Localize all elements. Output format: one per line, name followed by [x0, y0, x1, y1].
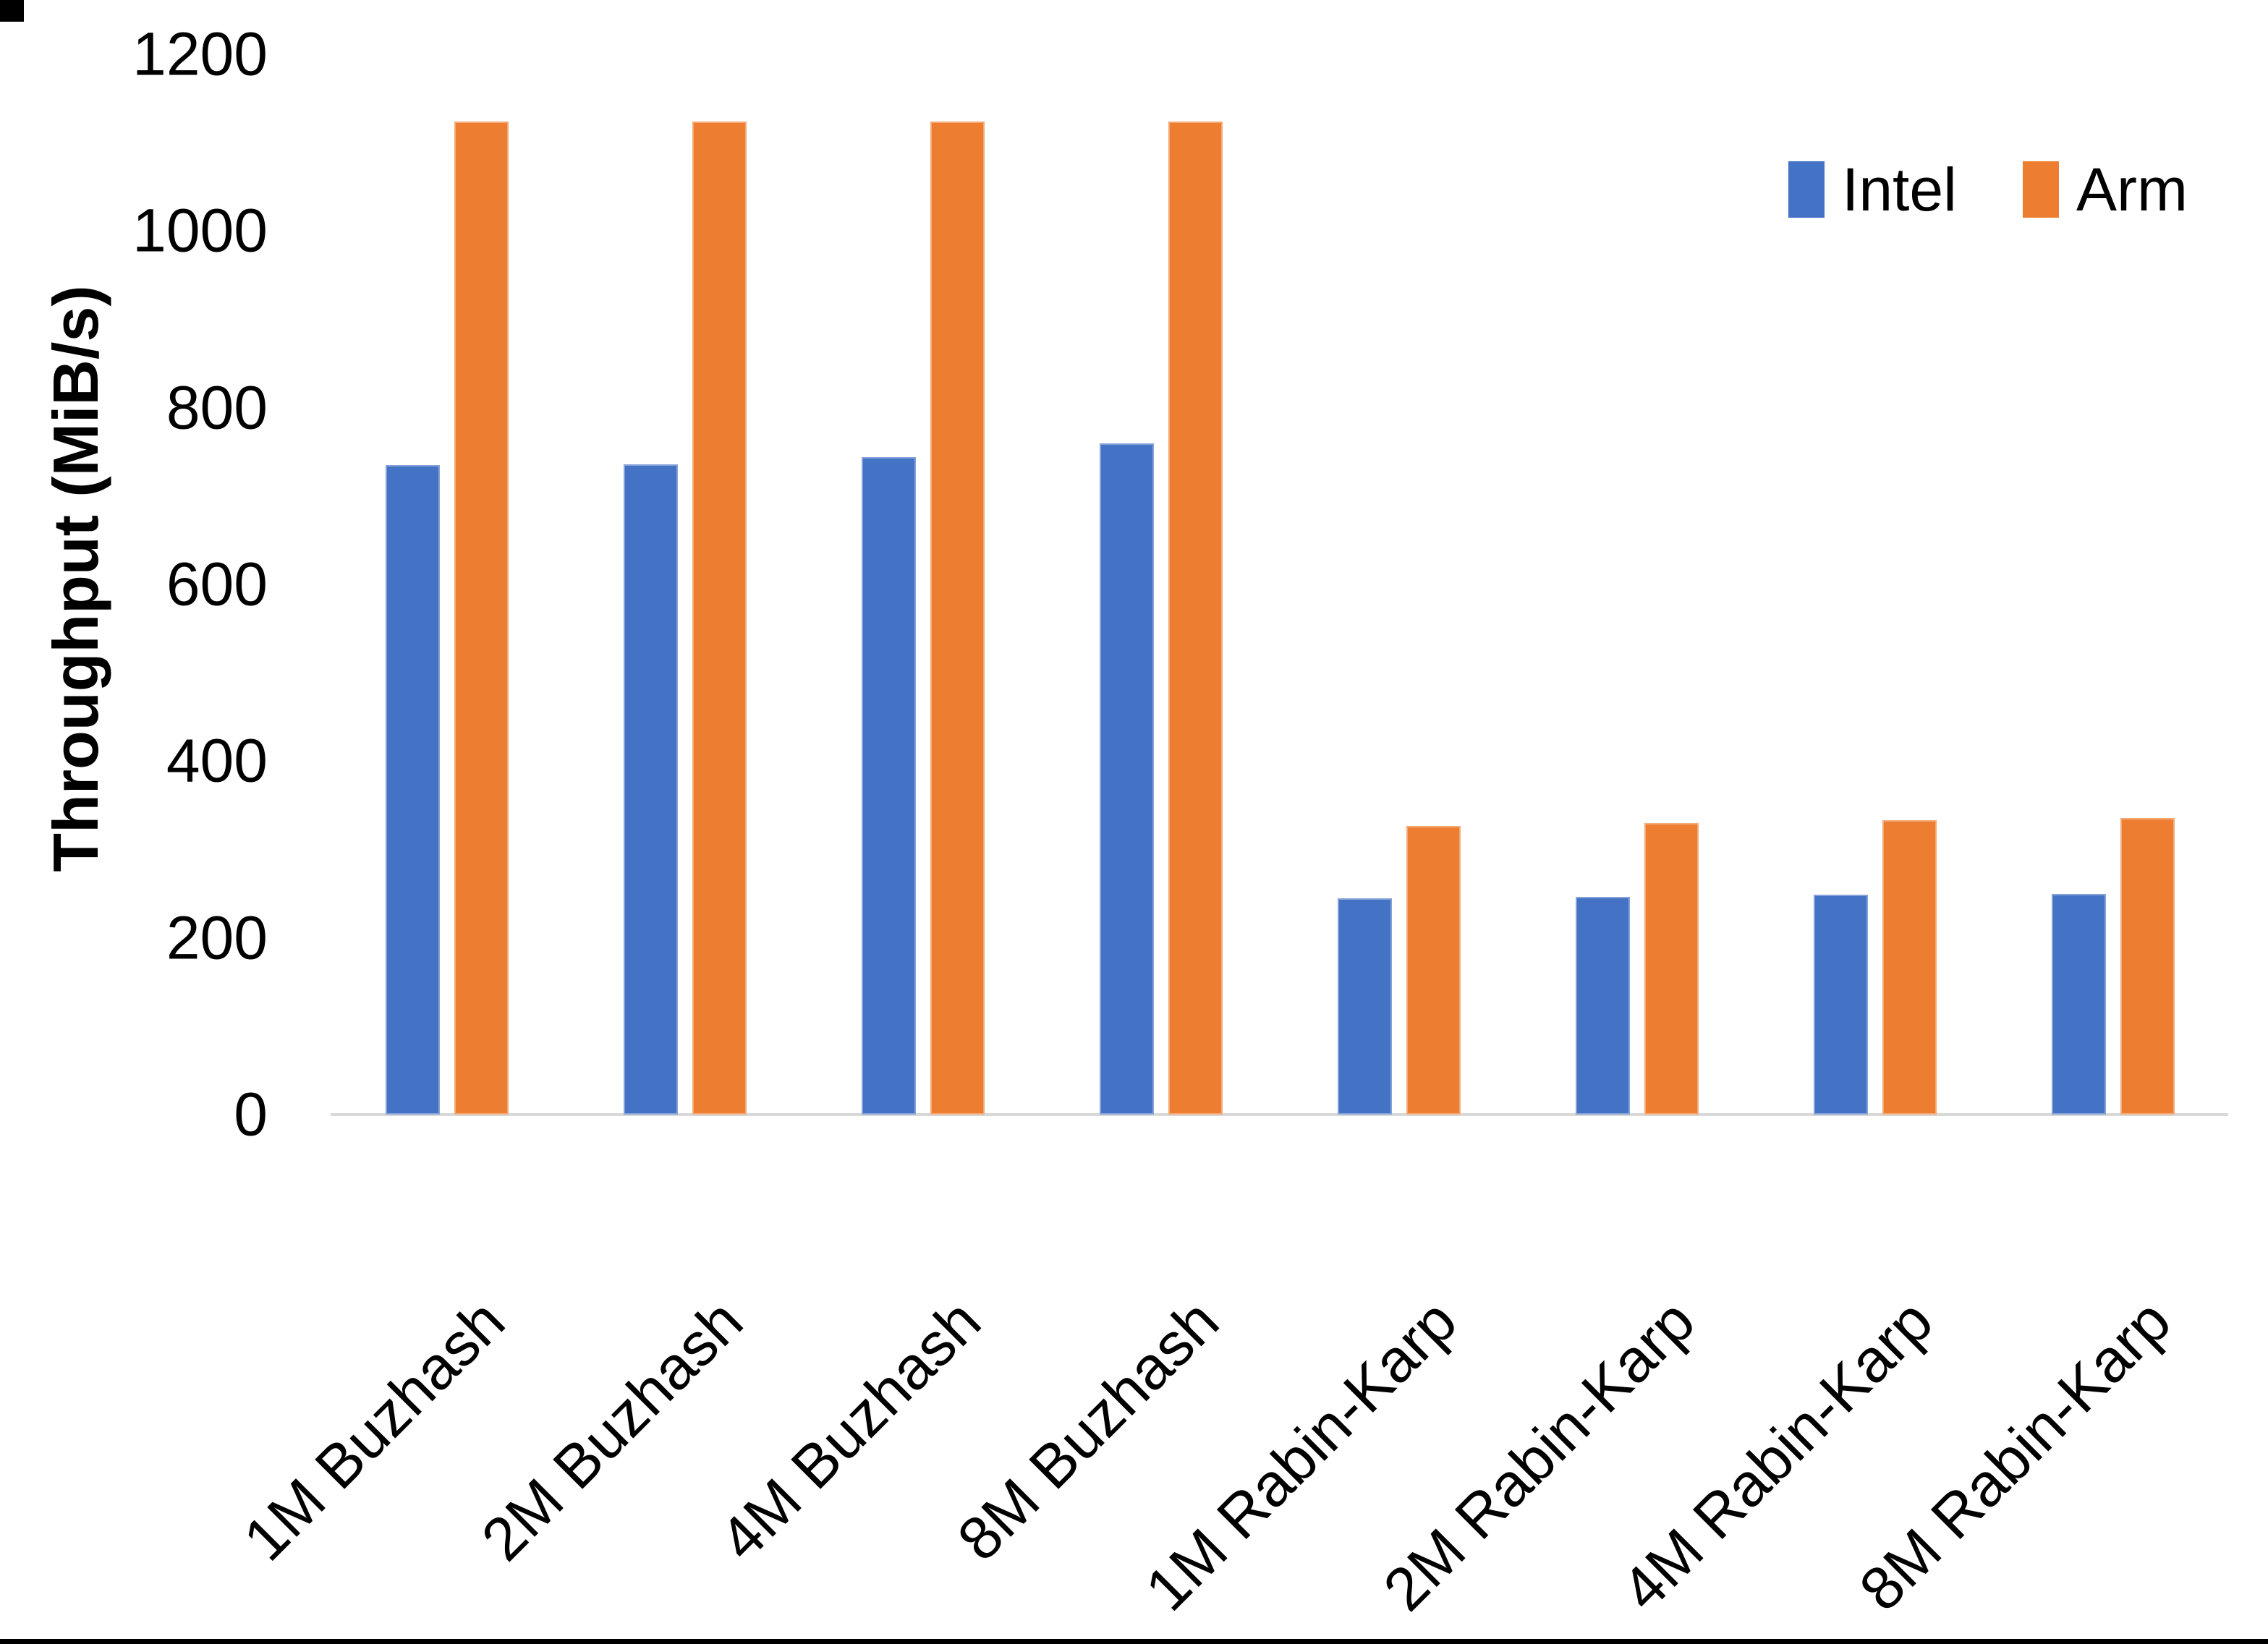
bar-intel-8m-buzhash [1100, 443, 1154, 1115]
y-tick-label-800: 800 [166, 373, 268, 442]
bar-arm-4m-rabin-karp [1882, 820, 1937, 1115]
legend-swatch-arm-icon [2023, 161, 2059, 218]
top-left-border-artifact [0, 0, 24, 22]
y-axis-title: Throughput (MiB/s) [40, 285, 111, 872]
y-tick-label-400: 400 [166, 726, 268, 795]
bar-arm-4m-buzhash [930, 121, 985, 1115]
legend-item-arm: Arm [2023, 156, 2188, 223]
bar-arm-2m-buzhash [692, 121, 747, 1115]
x-axis-line [331, 1113, 2228, 1116]
y-tick-label-1200: 1200 [132, 20, 268, 88]
bar-arm-2m-rabin-karp [1644, 822, 1699, 1115]
bottom-border [0, 1639, 2268, 1644]
y-tick-label-1000: 1000 [132, 196, 268, 265]
bar-intel-4m-buzhash [862, 457, 916, 1115]
bar-arm-1m-rabin-karp [1406, 825, 1461, 1115]
bar-arm-8m-buzhash [1168, 121, 1223, 1115]
bar-arm-8m-rabin-karp [2120, 817, 2175, 1115]
y-tick-label-0: 0 [234, 1080, 268, 1149]
y-tick-label-200: 200 [166, 903, 268, 972]
bar-intel-2m-buzhash [624, 464, 678, 1115]
bar-intel-8m-rabin-karp [2052, 893, 2106, 1115]
bar-intel-1m-buzhash [386, 465, 440, 1115]
y-tick-label-600: 600 [166, 550, 268, 618]
bar-arm-1m-buzhash [454, 121, 509, 1115]
legend-label-arm: Arm [2076, 156, 2188, 223]
legend-swatch-intel-icon [1788, 161, 1825, 218]
legend-item-intel: Intel [1788, 156, 1957, 223]
bar-intel-2m-rabin-karp [1576, 897, 1630, 1115]
legend-label-intel: Intel [1842, 156, 1957, 223]
bar-intel-1m-rabin-karp [1338, 898, 1392, 1115]
bar-intel-4m-rabin-karp [1814, 894, 1868, 1115]
